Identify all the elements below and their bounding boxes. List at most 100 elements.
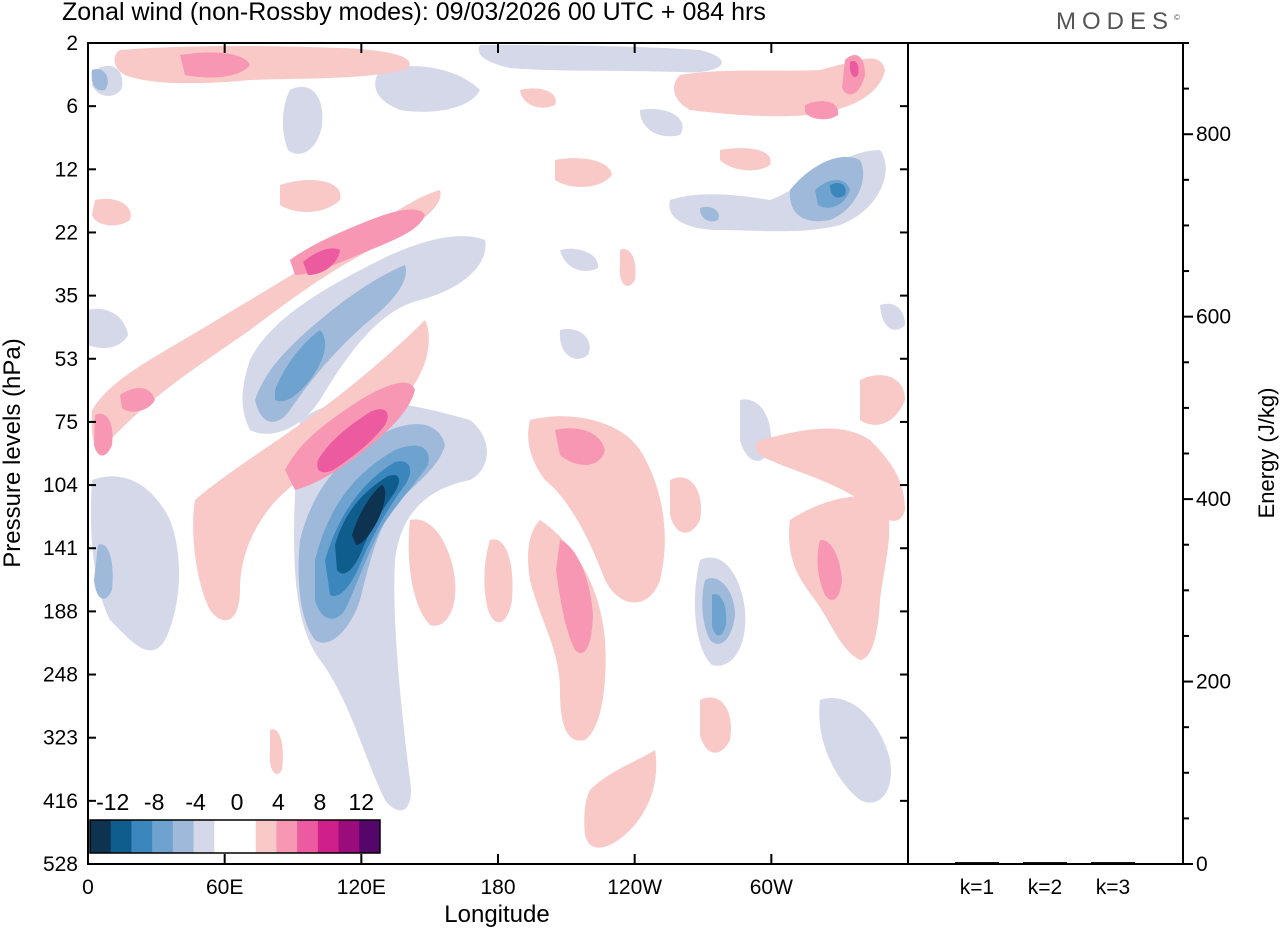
- colorbar-labels: -12 -8 -4 0 4 8 12: [96, 789, 374, 815]
- colorbar-swatch: [152, 820, 174, 853]
- wind-contour: [269, 729, 283, 774]
- brand-mark: ©: [1174, 13, 1180, 22]
- colorbar-swatch: [235, 820, 257, 853]
- x-tick-label: 60W: [750, 876, 793, 899]
- wind-contour: [860, 375, 905, 425]
- colorbar-swatch: [214, 820, 236, 853]
- zonal-wind-field: [88, 45, 905, 848]
- colorbar-swatch: [276, 820, 298, 853]
- colorbar-swatch: [255, 820, 277, 853]
- wind-contour: [92, 198, 131, 226]
- wind-contour: [555, 158, 612, 187]
- y-tick-label: 188: [43, 600, 78, 623]
- x-tick-label: 0: [82, 876, 94, 899]
- wind-contour: [830, 183, 846, 198]
- y-tick-label: 141: [43, 537, 78, 560]
- wind-contour: [849, 60, 859, 77]
- wind-contour: [408, 519, 456, 626]
- wind-contour: [303, 248, 340, 275]
- wind-contour: [712, 594, 727, 636]
- wind-contour: [819, 698, 891, 803]
- wind-contour: [478, 45, 722, 73]
- wind-contour: [880, 303, 905, 330]
- y-tick-label: 75: [55, 411, 78, 434]
- y-tick-label: 12: [55, 158, 78, 181]
- wind-contour: [352, 485, 386, 545]
- energy-bars: [955, 862, 1135, 865]
- wind-contour: [94, 544, 113, 599]
- y-axis-labels: 2 6 12 22 35 53 75 104 141 188 248 323 416 528: [43, 32, 78, 876]
- wind-contour: [317, 409, 388, 473]
- y-axis: [88, 42, 908, 865]
- wind-contour: [555, 428, 605, 465]
- y-axis-title: Pressure levels (hPa): [0, 338, 26, 567]
- colorbar-swatch: [359, 820, 381, 853]
- colorbar-swatch: [131, 820, 153, 853]
- colorbar-label: -8: [144, 789, 164, 815]
- energy-y-axis: [1183, 42, 1193, 865]
- colorbar-swatch: [297, 820, 319, 853]
- wind-contour: [670, 477, 701, 533]
- brand-logo: MODES©: [1056, 8, 1180, 36]
- wind-contour: [94, 413, 113, 456]
- y-tick-label: 2: [66, 32, 78, 55]
- y-tick-label: 22: [55, 221, 78, 244]
- x-tick-label: 180: [480, 876, 515, 899]
- wind-contour: [559, 329, 590, 359]
- colorbar: [89, 819, 381, 854]
- y-tick-label: 528: [43, 853, 78, 876]
- energy-tick-label: 800: [1196, 123, 1231, 146]
- colorbar-swatch: [193, 820, 215, 853]
- wind-contour: [674, 58, 885, 117]
- x-axis-labels: 0 60E 120E 180 120W 60W: [82, 876, 793, 899]
- y-tick-label: 416: [43, 790, 78, 813]
- wind-contour: [817, 539, 842, 600]
- wind-contour: [90, 476, 180, 651]
- wind-contour: [640, 109, 683, 137]
- wind-contour: [584, 750, 657, 848]
- wind-contour: [560, 248, 599, 271]
- energy-tick-label: 400: [1196, 488, 1231, 511]
- y-tick-label: 6: [66, 95, 78, 118]
- x-axis: [87, 43, 773, 864]
- y-tick-label: 35: [55, 285, 78, 308]
- chart-title: Zonal wind (non-Rossby modes): 09/03/202…: [62, 0, 766, 26]
- x-axis-title: Longitude: [444, 901, 549, 928]
- wind-contour: [700, 697, 731, 753]
- wind-contour: [114, 45, 410, 84]
- energy-bar: [955, 862, 999, 865]
- energy-axis-title: Energy (J/kg): [1254, 388, 1279, 519]
- wind-contour: [528, 416, 665, 603]
- y-tick-label: 248: [43, 664, 78, 687]
- colorbar-swatch: [338, 820, 360, 853]
- energy-category-label: k=2: [1028, 876, 1062, 899]
- y-tick-label: 53: [55, 348, 78, 371]
- wind-contour: [91, 69, 108, 91]
- wind-contour: [556, 540, 593, 654]
- wind-contour: [180, 52, 250, 78]
- colorbar-swatch: [90, 820, 112, 853]
- brand-name: MODES: [1056, 8, 1175, 35]
- energy-tick-label: 200: [1196, 671, 1231, 694]
- x-tick-label: 120E: [337, 876, 386, 899]
- wind-contour: [275, 330, 326, 402]
- wind-contour: [528, 520, 606, 741]
- wind-contour: [282, 86, 323, 154]
- energy-bar: [1023, 862, 1067, 865]
- energy-category-label: k=1: [960, 876, 994, 899]
- wind-contour: [520, 88, 556, 108]
- x-tick-label: 120W: [607, 876, 662, 899]
- energy-category-label: k=3: [1096, 876, 1130, 899]
- colorbar-swatch: [317, 820, 340, 853]
- energy-category-labels: k=1 k=2 k=3: [960, 876, 1130, 899]
- colorbar-label: 0: [231, 789, 244, 815]
- energy-frame: [907, 42, 1184, 865]
- colorbar-label: -4: [185, 789, 206, 815]
- y-tick-label: 104: [43, 474, 78, 497]
- colorbar-swatch: [172, 820, 195, 853]
- wind-contour: [375, 66, 480, 112]
- energy-bar: [1091, 862, 1135, 865]
- energy-tick-label: 0: [1196, 853, 1208, 876]
- energy-y-labels: 0 200 400 600 800: [1196, 123, 1231, 876]
- x-tick-label: 60E: [206, 876, 243, 899]
